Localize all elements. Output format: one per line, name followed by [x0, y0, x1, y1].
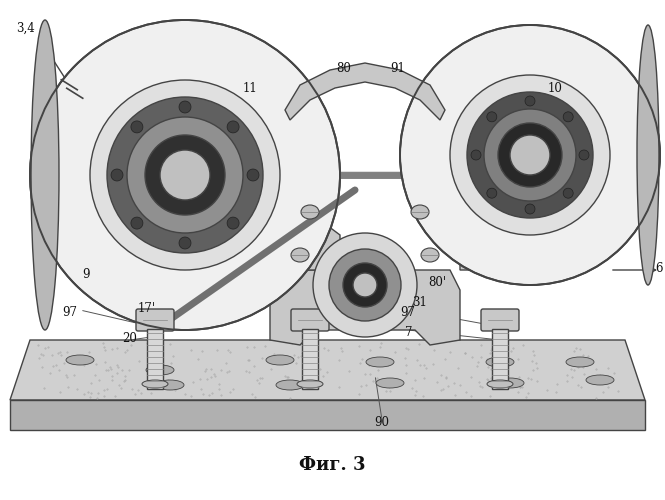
- Circle shape: [563, 112, 573, 122]
- Circle shape: [484, 109, 576, 201]
- Text: 3,4: 3,4: [16, 22, 35, 35]
- Circle shape: [131, 121, 143, 133]
- Ellipse shape: [291, 248, 309, 262]
- Text: 97: 97: [400, 306, 415, 318]
- Text: 90: 90: [374, 416, 389, 428]
- Circle shape: [487, 112, 497, 122]
- Text: 80: 80: [336, 62, 351, 74]
- Circle shape: [579, 150, 589, 160]
- Circle shape: [487, 188, 497, 198]
- FancyBboxPatch shape: [481, 309, 519, 331]
- Circle shape: [450, 75, 610, 235]
- Circle shape: [525, 96, 535, 106]
- Circle shape: [563, 188, 573, 198]
- Text: 80': 80': [428, 276, 446, 288]
- Polygon shape: [10, 400, 645, 430]
- Polygon shape: [420, 220, 490, 270]
- Circle shape: [131, 217, 143, 229]
- Ellipse shape: [566, 357, 594, 367]
- Circle shape: [510, 135, 550, 175]
- Ellipse shape: [421, 248, 439, 262]
- Bar: [302, 329, 318, 389]
- Text: 91: 91: [390, 62, 405, 74]
- Bar: [492, 329, 508, 389]
- Circle shape: [471, 150, 481, 160]
- Polygon shape: [285, 63, 445, 120]
- Ellipse shape: [297, 380, 323, 388]
- Text: 6: 6: [655, 262, 662, 274]
- Text: 17': 17': [138, 302, 156, 314]
- Text: 10: 10: [548, 82, 563, 94]
- Circle shape: [179, 101, 191, 113]
- Text: 31: 31: [412, 296, 427, 308]
- Ellipse shape: [366, 357, 394, 367]
- Ellipse shape: [637, 25, 659, 285]
- Text: 7: 7: [405, 326, 412, 338]
- Ellipse shape: [487, 380, 513, 388]
- Circle shape: [127, 117, 243, 233]
- Text: Фиг. 3: Фиг. 3: [299, 456, 366, 474]
- Circle shape: [179, 237, 191, 249]
- Ellipse shape: [66, 355, 94, 365]
- Bar: [147, 329, 163, 389]
- Circle shape: [227, 121, 239, 133]
- Circle shape: [107, 97, 263, 253]
- Ellipse shape: [301, 205, 319, 219]
- Circle shape: [111, 169, 123, 181]
- Text: 20: 20: [122, 332, 137, 344]
- Ellipse shape: [276, 380, 304, 390]
- Text: 11: 11: [243, 82, 258, 94]
- Ellipse shape: [146, 365, 174, 375]
- Text: 9: 9: [82, 268, 90, 281]
- Ellipse shape: [411, 205, 429, 219]
- Polygon shape: [10, 340, 645, 400]
- Circle shape: [30, 20, 340, 330]
- Ellipse shape: [486, 357, 514, 367]
- Circle shape: [160, 150, 210, 200]
- Circle shape: [343, 263, 387, 307]
- FancyBboxPatch shape: [291, 309, 329, 331]
- Circle shape: [247, 169, 259, 181]
- Circle shape: [467, 92, 593, 218]
- Circle shape: [353, 273, 377, 297]
- Circle shape: [400, 25, 660, 285]
- Polygon shape: [270, 220, 340, 270]
- Circle shape: [329, 249, 401, 321]
- Ellipse shape: [31, 20, 59, 330]
- Ellipse shape: [496, 378, 524, 388]
- Ellipse shape: [142, 380, 168, 388]
- Ellipse shape: [266, 355, 294, 365]
- Circle shape: [498, 123, 562, 187]
- Ellipse shape: [586, 375, 614, 385]
- Circle shape: [90, 80, 280, 270]
- Text: 97: 97: [62, 306, 77, 318]
- Ellipse shape: [156, 380, 184, 390]
- Circle shape: [145, 135, 225, 215]
- Ellipse shape: [376, 378, 404, 388]
- Circle shape: [313, 233, 417, 337]
- Circle shape: [227, 217, 239, 229]
- Circle shape: [525, 204, 535, 214]
- FancyBboxPatch shape: [136, 309, 174, 331]
- Polygon shape: [270, 270, 460, 345]
